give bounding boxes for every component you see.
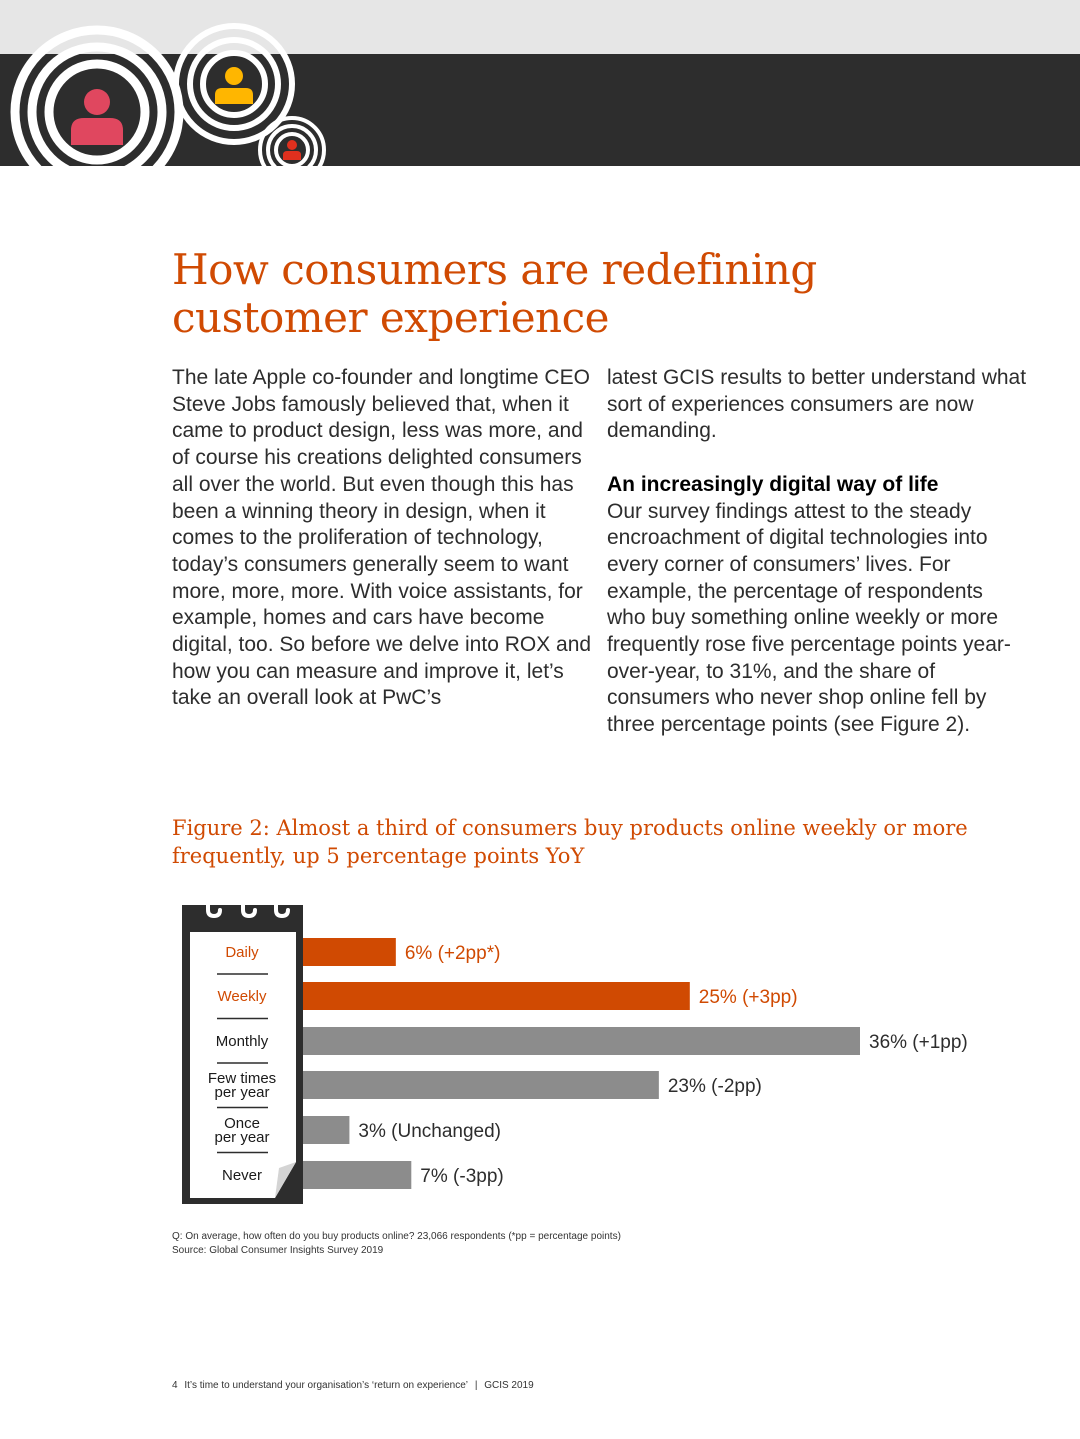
bar-never (303, 1161, 412, 1189)
page-number: 4 (172, 1380, 178, 1391)
category-label: Weekly (218, 988, 267, 1005)
bar-value-label: 36% (+1pp) (869, 1032, 968, 1053)
footer-separator: | (474, 1380, 478, 1391)
binder-rings-icon (206, 894, 290, 919)
bar-few-times-per-year (303, 1071, 659, 1099)
section-subheading: An increasingly digital way of life (607, 472, 939, 496)
right-column-intro: latest GCIS results to better understand… (607, 366, 1027, 443)
category-label: Monthly (216, 1033, 269, 1050)
figure-question-note: Q: On average, how often do you buy prod… (172, 1231, 621, 1242)
figure-source: Source: Global Consumer Insights Survey … (172, 1245, 384, 1256)
category-label: Daily (225, 944, 259, 961)
bar-daily (303, 938, 396, 966)
article-left-column: The late Apple co-founder and longtime C… (172, 365, 592, 712)
footer-report-name: GCIS 2019 (484, 1380, 534, 1391)
bar-value-label: 25% (+3pp) (699, 987, 798, 1008)
article-right-column: latest GCIS results to better understand… (607, 365, 1027, 739)
top-strip (0, 0, 1080, 54)
value-labels: 6% (+2pp*) 25% (+3pp) 36% (+1pp) 23% (-2pp)… (358, 943, 967, 1187)
category-dividers (217, 973, 268, 1154)
bar-once-per-year (303, 1116, 350, 1144)
bars (303, 938, 860, 1189)
bar-monthly (303, 1027, 860, 1055)
person-icon-yellow (173, 23, 295, 145)
header-decoration (10, 23, 326, 166)
left-column-paragraph: The late Apple co-founder and longtime C… (172, 366, 592, 710)
person-icon-red (10, 25, 184, 166)
footer-text: It’s time to understand your organisatio… (184, 1380, 469, 1391)
article-title: How consumers are redefining customer ex… (172, 245, 817, 342)
calendar-frame (182, 894, 303, 1204)
right-column-paragraph: Our survey findings attest to the steady… (607, 499, 1011, 737)
bar-value-label: 6% (+2pp*) (405, 943, 501, 964)
bar-value-label: 3% (Unchanged) (358, 1121, 501, 1142)
person-icon-small-red (258, 116, 326, 166)
category-label: Few times per year (208, 1070, 276, 1101)
figure-notes: Q: On average, how often do you buy prod… (172, 1230, 621, 1258)
category-labels: Daily Weekly Monthly Few times per year Once p… (208, 944, 276, 1184)
category-label: Once per year (214, 1115, 269, 1146)
figure-title: Figure 2: Almost a third of consumers bu… (172, 816, 968, 868)
bar-weekly (303, 982, 690, 1010)
bar-value-label: 7% (-3pp) (420, 1166, 503, 1187)
category-label: Never (222, 1167, 262, 1184)
bar-value-label: 23% (-2pp) (668, 1076, 762, 1097)
page-footer: 4 It’s time to understand your organisat… (172, 1380, 538, 1391)
